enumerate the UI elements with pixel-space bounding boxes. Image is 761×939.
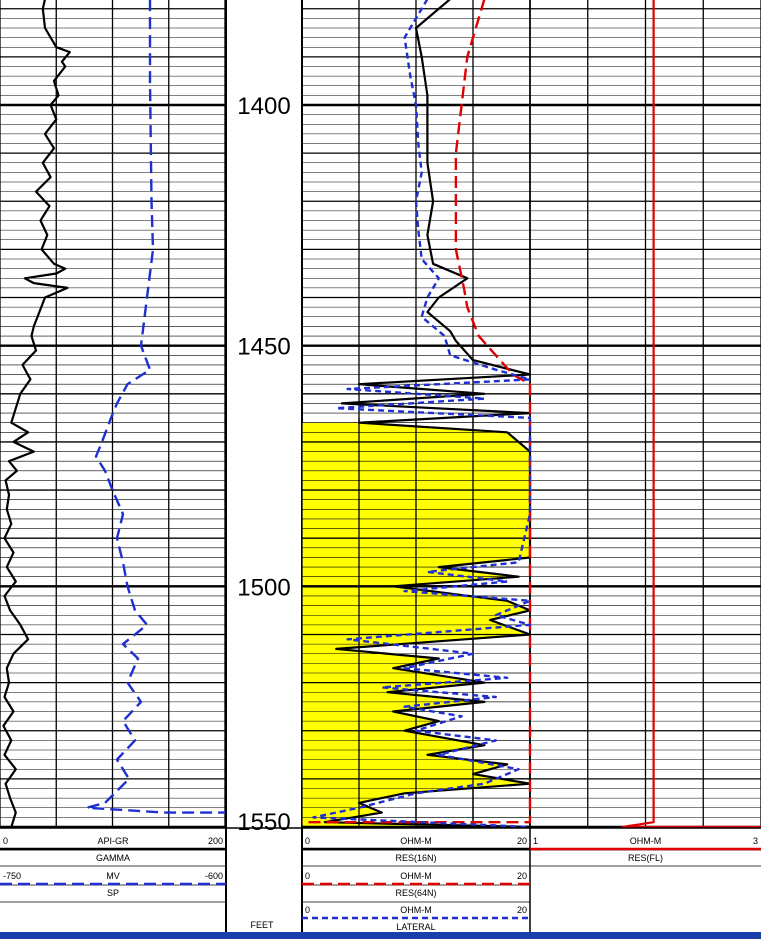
curve-res-fl- <box>621 0 761 829</box>
depth-label: 1500 <box>237 574 290 601</box>
depth-label-bg <box>228 92 300 118</box>
depth-label: 1400 <box>237 93 290 120</box>
header-res64n: 0 OHM-M 20 RES(64N) <box>302 871 530 898</box>
curve-sp <box>85 0 225 814</box>
header-resfl: 1 OHM-M 3 RES(FL) <box>530 836 761 863</box>
scale-unit: OHM-M <box>400 905 432 915</box>
depth-unit-label: FEET <box>250 920 274 930</box>
header-gamma: 0 API-GR 200 GAMMA <box>0 836 226 863</box>
scale-min: 0 <box>305 905 310 915</box>
header-lateral: 0 OHM-M 20 LATERAL <box>302 905 530 932</box>
scale-min: 0 <box>305 836 310 846</box>
curve-name: GAMMA <box>96 853 130 863</box>
scale-max: 200 <box>208 836 223 846</box>
scale-unit: API-GR <box>97 836 129 846</box>
depth-track: 1400 1450 1500 1550 <box>228 92 300 836</box>
curve-name: RES(FL) <box>628 853 663 863</box>
depth-label-bg <box>228 808 300 834</box>
scale-min: 0 <box>305 871 310 881</box>
depth-label-bg <box>228 573 300 600</box>
curve-name: LATERAL <box>396 922 435 932</box>
scale-min: -750 <box>3 871 21 881</box>
scale-max: 20 <box>517 905 527 915</box>
scale-unit: OHM-M <box>400 871 432 881</box>
curve-res-64n- <box>302 0 532 824</box>
scale-max: 3 <box>753 836 758 846</box>
scale-unit: MV <box>106 871 120 881</box>
curve-name: RES(64N) <box>395 888 436 898</box>
scale-min: 0 <box>3 836 8 846</box>
scale-max: -600 <box>205 871 223 881</box>
scale-max: 20 <box>517 871 527 881</box>
curve-name: RES(16N) <box>395 853 436 863</box>
window-bottom-bar <box>0 932 761 939</box>
scale-max: 20 <box>517 836 527 846</box>
depth-label-bg <box>228 332 300 359</box>
depth-label: 1450 <box>237 334 290 361</box>
curve-gamma <box>2 0 71 828</box>
scale-unit: OHM-M <box>400 836 432 846</box>
scale-min: 1 <box>533 836 538 846</box>
curve-name: SP <box>107 888 119 898</box>
depth-label: 1550 <box>237 809 290 836</box>
curve-layer <box>2 0 761 829</box>
scale-unit: OHM-M <box>630 836 662 846</box>
header-sp: -750 MV -600 SP <box>0 871 226 898</box>
header-res16n: 0 OHM-M 20 RES(16N) <box>302 836 530 863</box>
